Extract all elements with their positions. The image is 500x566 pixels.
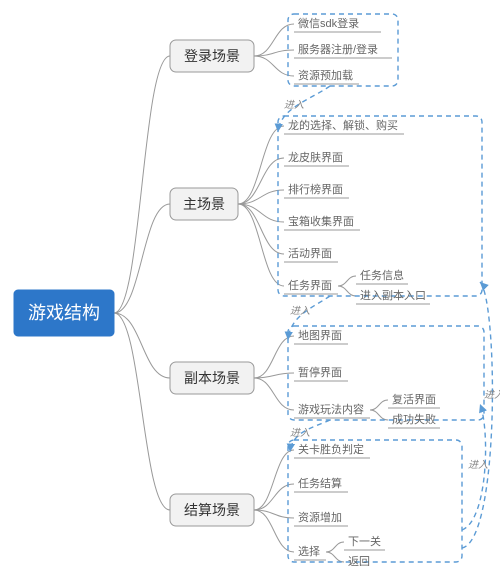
connector-root-scene bbox=[114, 313, 170, 378]
connector-item-sub bbox=[338, 276, 356, 286]
item-label: 龙皮肤界面 bbox=[288, 150, 343, 164]
scene-label: 登录场景 bbox=[184, 48, 240, 64]
mindmap-diagram: 进入进入进入进入进入 游戏结构登录场景微信sdk登录服务器注册/登录资源预加载主… bbox=[0, 0, 500, 566]
sub-label: 进入副本入口 bbox=[360, 288, 426, 302]
item-label: 活动界面 bbox=[288, 247, 332, 260]
connector-root-scene bbox=[114, 56, 170, 313]
transition-label: 进入 bbox=[284, 99, 304, 111]
root-label: 游戏结构 bbox=[28, 303, 100, 323]
connector-scene-item bbox=[238, 204, 284, 286]
item-label: 选择 bbox=[298, 544, 320, 558]
scene-label: 结算场景 bbox=[184, 502, 240, 518]
connector-scene-item bbox=[254, 484, 294, 510]
item-label: 游戏玩法内容 bbox=[298, 402, 364, 416]
item-label: 关卡胜负判定 bbox=[298, 442, 364, 456]
connector-item-sub bbox=[326, 542, 344, 552]
sub-label: 复活界面 bbox=[392, 392, 436, 406]
connector-item-sub bbox=[370, 400, 388, 410]
item-label: 地图界面 bbox=[298, 329, 342, 342]
connector-item-sub bbox=[370, 410, 388, 420]
connector-item-sub bbox=[326, 552, 344, 562]
item-label: 宝箱收集界面 bbox=[288, 214, 354, 228]
transition-label: 进入 bbox=[484, 389, 500, 401]
item-label: 微信sdk登录 bbox=[298, 16, 359, 30]
group-box-main bbox=[278, 116, 482, 296]
sub-label: 返回 bbox=[348, 555, 370, 566]
scene-label: 副本场景 bbox=[184, 370, 240, 386]
item-label: 任务结算 bbox=[298, 476, 342, 490]
item-label: 任务界面 bbox=[288, 279, 332, 292]
connector-root-scene bbox=[114, 204, 170, 313]
transition-label: 进入 bbox=[468, 459, 488, 471]
sub-label: 下一关 bbox=[348, 534, 381, 548]
connector-scene-item bbox=[238, 126, 284, 204]
item-label: 暂停界面 bbox=[298, 365, 342, 379]
sub-label: 成功失败 bbox=[392, 412, 436, 426]
scene-label: 主场景 bbox=[183, 196, 225, 212]
transition-label: 进入 bbox=[290, 305, 310, 317]
item-label: 服务器注册/登录 bbox=[298, 42, 378, 56]
item-label: 排行榜界面 bbox=[288, 182, 343, 196]
item-label: 资源预加载 bbox=[298, 68, 353, 82]
item-label: 资源增加 bbox=[298, 510, 342, 524]
transition-label: 进入 bbox=[290, 427, 310, 439]
connector-root-scene bbox=[114, 313, 170, 510]
item-label: 龙的选择、解锁、购买 bbox=[288, 118, 398, 132]
connector-item-sub bbox=[338, 286, 356, 296]
sub-label: 任务信息 bbox=[360, 268, 404, 282]
